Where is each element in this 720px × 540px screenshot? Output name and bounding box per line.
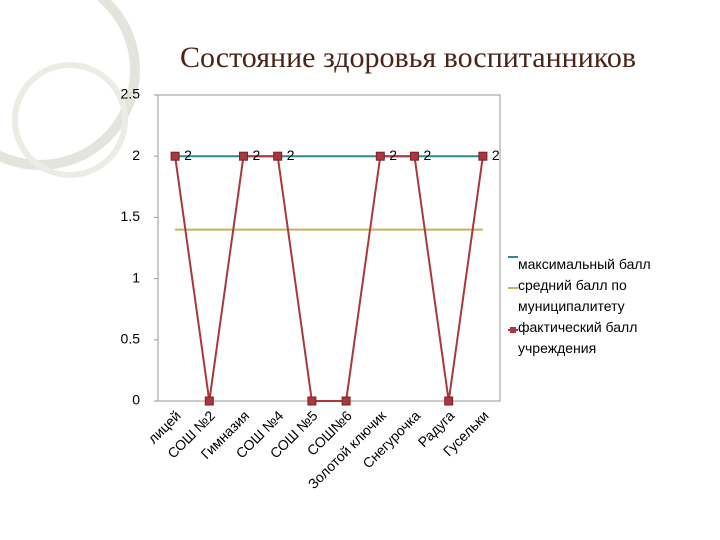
legend-swatch <box>510 327 516 333</box>
chart-title: Состояние здоровья воспитанников <box>180 41 636 74</box>
point-marker <box>170 151 180 161</box>
data-label: 2 <box>287 147 295 163</box>
point-marker <box>307 396 317 406</box>
y-tick-label: 1 <box>132 269 140 285</box>
data-label: 2 <box>253 147 261 163</box>
point-marker <box>444 396 454 406</box>
legend-label: максимальный балл <box>518 256 651 272</box>
point-marker <box>478 151 488 161</box>
series-line <box>174 155 484 402</box>
plot-area <box>157 94 501 402</box>
point-marker <box>239 151 248 161</box>
point-marker <box>410 151 419 161</box>
y-tick-label: 2.5 <box>121 86 141 102</box>
point-marker <box>273 151 283 161</box>
data-label: 2 <box>389 147 397 163</box>
data-label: 2 <box>424 147 432 163</box>
data-label: 2 <box>184 147 192 163</box>
point-marker <box>375 151 385 161</box>
point-marker <box>204 396 214 406</box>
decoration <box>12 62 128 178</box>
legend-label: средний балл по муниципалитету <box>518 277 627 314</box>
y-tick-label: 1.5 <box>121 208 141 224</box>
y-tick-label: 2 <box>132 147 140 163</box>
y-tick-label: 0 <box>132 392 140 408</box>
point-marker <box>341 396 351 406</box>
legend-label: фактический балл учреждения <box>518 319 637 356</box>
y-tick-label: 0.5 <box>121 331 141 347</box>
data-label: 2 <box>492 147 500 163</box>
